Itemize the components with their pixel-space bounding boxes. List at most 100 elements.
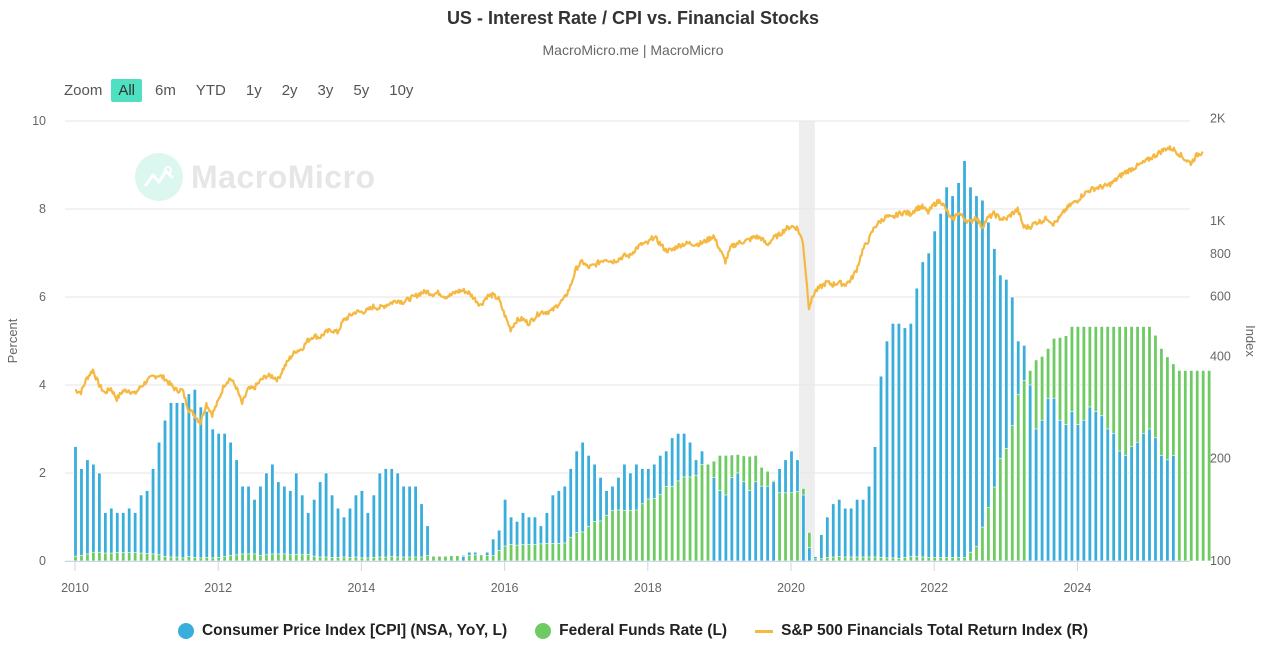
ffr-bar (282, 553, 287, 562)
ffr-bar (180, 557, 185, 562)
zoom-button-3y[interactable]: 3y (317, 81, 334, 99)
ffr-bar (127, 552, 132, 562)
ffr-bar (658, 494, 663, 562)
cpi-bar (282, 485, 287, 562)
x-tick-label: 2016 (491, 581, 519, 595)
cpi-bar (950, 195, 955, 562)
cpi-bar (1135, 441, 1140, 562)
ffr-bar (383, 556, 388, 562)
cpi-bar (73, 446, 78, 562)
ffr-bar (79, 554, 84, 562)
cpi-bar (1081, 419, 1086, 562)
cpi-bar (867, 485, 872, 562)
ffr-bar (133, 552, 138, 562)
y-right-tick-label: 600 (1210, 289, 1231, 303)
ffr-bar (837, 556, 842, 562)
ffr-bar (115, 552, 120, 562)
zoom-button-1y[interactable]: 1y (245, 81, 262, 99)
cpi-bar (747, 490, 752, 562)
ffr-bar (509, 543, 514, 562)
zoom-button-all[interactable]: All (111, 78, 143, 102)
index-line-group (74, 145, 1204, 426)
watermark: MacroMicro (135, 153, 376, 201)
ffr-bar (246, 553, 251, 562)
cpi-bar (1117, 450, 1122, 562)
ffr-bar (789, 492, 794, 562)
cpi-bar (210, 428, 215, 562)
ffr-bar (932, 557, 937, 562)
ffr-bar (449, 555, 454, 562)
legend-label-ffr: Federal Funds Rate (L) (559, 622, 728, 639)
ffr-bar (216, 557, 221, 562)
cpi-bar (1028, 384, 1033, 562)
cpi-bar (1147, 428, 1152, 562)
y-right-tick-label: 100 (1210, 554, 1231, 568)
cpi-bar (759, 485, 764, 562)
ffr-bar (145, 553, 150, 562)
ffr-bar (389, 556, 394, 562)
zoom-label: Zoom (64, 81, 103, 99)
ffr-bar (222, 556, 227, 562)
zoom-button-6m[interactable]: 6m (155, 81, 176, 99)
ffr-bar (306, 554, 311, 562)
legend-item-ffr[interactable]: Federal Funds Rate (L) (535, 622, 727, 640)
cpi-bar (383, 468, 388, 562)
cpi-bar (831, 503, 836, 562)
ffr-bar (664, 486, 669, 562)
legend-item-index[interactable]: S&P 500 Financials Total Return Index (R… (755, 622, 1088, 640)
x-tick-label: 2018 (634, 581, 662, 595)
zoom-button-ytd[interactable]: YTD (195, 81, 226, 99)
ffr-bar (974, 546, 979, 562)
cpi-bar (204, 411, 209, 562)
ffr-bar (670, 485, 675, 562)
ffr-bar (592, 521, 597, 562)
zoom-button-2y[interactable]: 2y (281, 81, 298, 99)
ffr-bar (831, 556, 836, 562)
ffr-bar (163, 556, 168, 562)
cpi-bar (324, 472, 329, 562)
ffr-bar (312, 555, 317, 562)
cpi-bar (401, 485, 406, 562)
cpi-bar (974, 195, 979, 562)
zoom-button-10y[interactable]: 10y (389, 81, 414, 99)
ffr-bar (204, 557, 209, 562)
ffr-bar (1016, 394, 1021, 562)
ffr-bar (473, 554, 478, 562)
ffr-bar (825, 557, 830, 562)
chart-subtitle: MacroMicro.me | MacroMicro (542, 42, 724, 58)
cpi-bar (920, 261, 925, 562)
zoom-button-5y[interactable]: 5y (353, 81, 370, 99)
cpi-bar (771, 481, 776, 562)
cpi-bar (234, 459, 239, 562)
ffr-bar (849, 556, 854, 562)
ffr-bar (986, 507, 991, 562)
ffr-bar (813, 558, 818, 562)
cpi-bar (1063, 424, 1068, 562)
cpi-bar (145, 490, 150, 562)
cpi-bar (359, 490, 364, 562)
cpi-bar (753, 481, 758, 562)
cpi-bar (157, 441, 162, 562)
ffr-bar (437, 555, 442, 562)
cpi-bar (222, 433, 227, 562)
cpi-bar (908, 323, 913, 562)
cpi-bar (765, 485, 770, 562)
cpi-bar (1171, 455, 1176, 562)
cpi-bar (1123, 455, 1128, 562)
ffr-bar (610, 510, 615, 562)
ffr-bar (198, 557, 203, 562)
y-left-tick-label: 6 (39, 290, 46, 304)
ffr-bar (91, 551, 96, 562)
ffr-bar (926, 557, 931, 562)
cpi-bar (968, 186, 973, 562)
y-left-tick-label: 8 (39, 202, 46, 216)
ffr-bar (705, 463, 710, 562)
cpi-bar (389, 468, 394, 562)
cpi-bar (461, 556, 466, 562)
ffr-bar (1004, 448, 1009, 562)
legend-item-cpi[interactable]: Consumer Price Index [CPI] (NSA, YoY, L) (177, 622, 507, 640)
ffr-bar (783, 492, 788, 562)
cpi-bar (180, 402, 185, 562)
cpi-legend-marker-icon (177, 623, 194, 639)
y-left-axis-title: Percent (5, 318, 20, 363)
